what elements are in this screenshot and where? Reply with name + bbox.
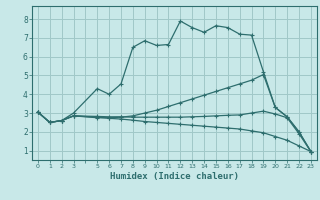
X-axis label: Humidex (Indice chaleur): Humidex (Indice chaleur) xyxy=(110,172,239,181)
